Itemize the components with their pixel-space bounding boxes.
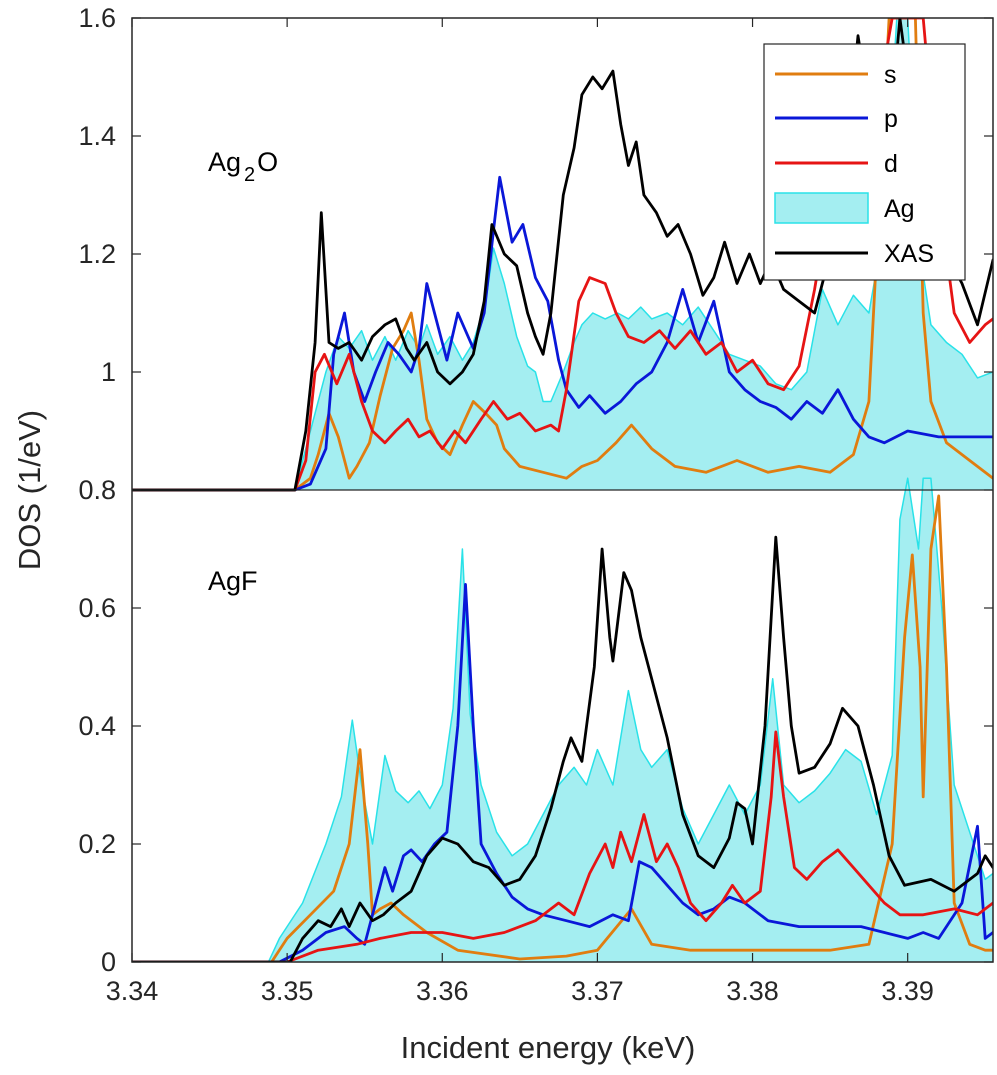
y-axis-title: DOS (1/eV) xyxy=(12,410,47,570)
y-tick-label: 1.6 xyxy=(78,3,116,33)
panel-label-ag2o-main: Ag xyxy=(208,147,241,177)
y-tick-label: 1.2 xyxy=(78,239,116,269)
legend-label-xas: XAS xyxy=(884,240,934,268)
legend-label-ag: Ag xyxy=(884,195,915,223)
legend-label-d: d xyxy=(884,150,898,178)
x-tick-label: 3.35 xyxy=(261,976,314,1006)
p-line-panel-2 xyxy=(132,583,993,962)
y-tick-label: 0.8 xyxy=(78,475,116,505)
s-line-panel-2 xyxy=(132,494,993,962)
y-tick-label: 1.4 xyxy=(78,121,116,151)
legend-label-p: p xyxy=(884,105,898,133)
p-line-panel-1 xyxy=(132,175,993,492)
tick-layer: 3.34 3.35 3.36 3.37 3.38 3.39 0 0.2 0.4 0.6 0.8 1 1.… xyxy=(78,3,993,1006)
x-tick-label: 3.34 xyxy=(106,976,159,1006)
y-tick-label: 0.6 xyxy=(78,593,116,623)
legend-swatch-ag xyxy=(774,192,869,224)
ag-outline-panel-2 xyxy=(132,477,993,962)
y-tick-label: 1 xyxy=(101,357,116,387)
s-line-panel-1 xyxy=(132,18,993,492)
ag-outline-panel-1 xyxy=(132,18,993,491)
x-axis-title: Incident energy (keV) xyxy=(401,1030,696,1065)
x-tick-label: 3.38 xyxy=(726,976,779,1006)
panel-label-ag2o: Ag 2O xyxy=(208,147,278,186)
x-tick-label: 3.39 xyxy=(881,976,934,1006)
xas-line-panel-2 xyxy=(132,535,993,962)
x-tick-label: 3.36 xyxy=(416,976,469,1006)
ag-area-panel-2 xyxy=(132,478,993,962)
y-tick-label: 0.4 xyxy=(78,711,116,741)
d-line-panel-2 xyxy=(132,730,993,962)
panel-label-agf: AgF xyxy=(208,566,258,596)
x-tick-label: 3.37 xyxy=(571,976,624,1006)
panel-label-ag2o-sub: 2 xyxy=(244,164,255,186)
y-tick-label: 0 xyxy=(101,947,116,977)
legend-label-s: s xyxy=(884,61,897,89)
legend: s p d Ag XAS xyxy=(763,43,966,281)
y-tick-label: 0.2 xyxy=(78,829,116,859)
panel-label-ag2o-tail: O xyxy=(257,147,278,177)
ag-area-panel-1 xyxy=(132,18,993,490)
